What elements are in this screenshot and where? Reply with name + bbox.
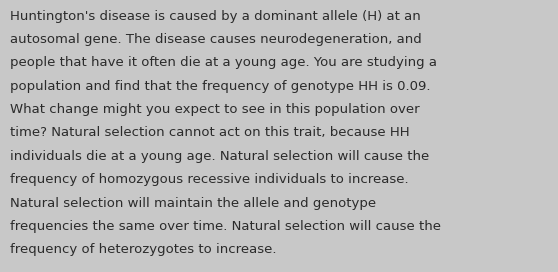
Text: frequency of heterozygotes to increase.: frequency of heterozygotes to increase.	[10, 243, 277, 256]
Text: frequencies the same over time. Natural selection will cause the: frequencies the same over time. Natural …	[10, 220, 441, 233]
Text: individuals die at a young age. Natural selection will cause the: individuals die at a young age. Natural …	[10, 150, 429, 163]
Text: frequency of homozygous recessive individuals to increase.: frequency of homozygous recessive indivi…	[10, 173, 408, 186]
Text: people that have it often die at a young age. You are studying a: people that have it often die at a young…	[10, 56, 437, 69]
Text: time? Natural selection cannot act on this trait, because HH: time? Natural selection cannot act on th…	[10, 126, 410, 140]
Text: What change might you expect to see in this population over: What change might you expect to see in t…	[10, 103, 420, 116]
Text: population and find that the frequency of genotype HH is 0.09.: population and find that the frequency o…	[10, 80, 431, 93]
Text: Natural selection will maintain the allele and genotype: Natural selection will maintain the alle…	[10, 197, 376, 210]
Text: autosomal gene. The disease causes neurodegeneration, and: autosomal gene. The disease causes neuro…	[10, 33, 422, 46]
Text: Huntington's disease is caused by a dominant allele (H) at an: Huntington's disease is caused by a domi…	[10, 10, 421, 23]
